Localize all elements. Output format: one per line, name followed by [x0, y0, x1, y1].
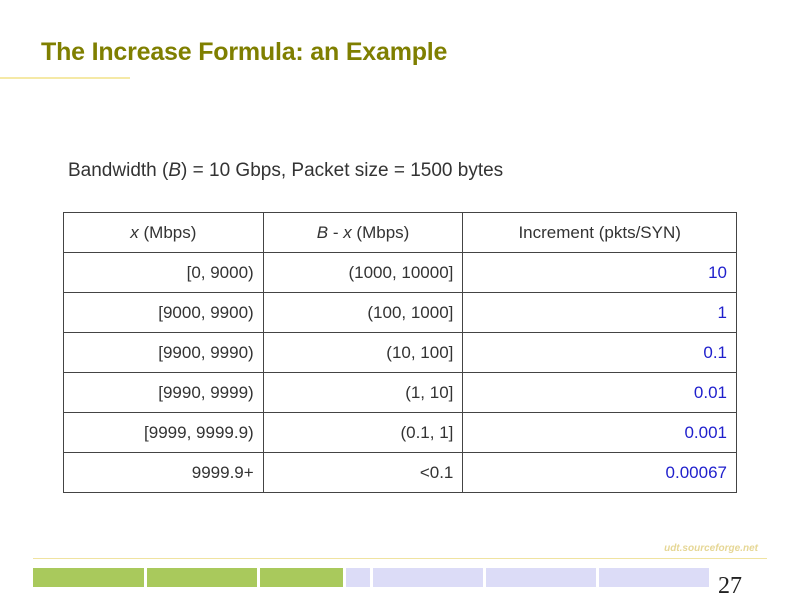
subtitle-text-2: ) = 10 Gbps, Packet size = 1500 bytes [181, 160, 504, 181]
header-increment: Increment (pkts/SYN) [462, 212, 737, 253]
cell-increment: 0.00067 [462, 452, 737, 493]
page-number: 27 [718, 573, 742, 599]
slide-subtitle: Bandwidth (B) = 10 Gbps, Packet size = 1… [68, 160, 503, 182]
title-underline [0, 77, 130, 79]
cell-increment: 1 [462, 292, 737, 333]
cell-increment: 10 [462, 252, 737, 293]
header-b-unit: (Mbps) [351, 222, 410, 242]
cell-bx: (1000, 10000] [262, 252, 464, 293]
header-x-var: x [130, 222, 139, 242]
table-row: [9900, 9990) (10, 100] 0.1 [63, 332, 737, 373]
increment-table: x (Mbps) B - x (Mbps) Increment (pkts/SY… [63, 212, 737, 493]
cell-x: [0, 9000) [63, 252, 264, 293]
footer-rule [33, 558, 767, 559]
header-x-unit: (Mbps) [138, 222, 197, 242]
footer-bar-segment-green [260, 568, 343, 587]
subtitle-variable: B [168, 160, 182, 181]
cell-x: [9900, 9990) [63, 332, 264, 373]
cell-x: [9999, 9999.9) [63, 412, 264, 453]
header-b-minus-x: B - x (Mbps) [262, 212, 464, 253]
header-x: x (Mbps) [63, 212, 264, 253]
cell-x: 9999.9+ [63, 452, 264, 493]
table-row: [9000, 9900) (100, 1000] 1 [63, 292, 737, 333]
table-row: [9990, 9999) (1, 10] 0.01 [63, 372, 737, 413]
header-minus: - [328, 222, 344, 242]
table-header-row: x (Mbps) B - x (Mbps) Increment (pkts/SY… [63, 212, 737, 253]
footer-bar-segment-blue [486, 568, 596, 587]
header-b-var: B [316, 222, 329, 242]
cell-bx: <0.1 [262, 452, 464, 493]
cell-increment: 0.1 [462, 332, 737, 373]
footer-bar-segment-green [33, 568, 144, 587]
footer-url: udt.sourceforge.net [664, 543, 758, 554]
cell-bx: (0.1, 1] [262, 412, 464, 453]
footer-bar-segment-blue [599, 568, 709, 587]
header-x2-var: x [343, 222, 352, 242]
cell-bx: (100, 1000] [262, 292, 464, 333]
cell-x: [9000, 9900) [63, 292, 264, 333]
cell-increment: 0.001 [462, 412, 737, 453]
table-row: [9999, 9999.9) (0.1, 1] 0.001 [63, 412, 737, 453]
slide-title: The Increase Formula: an Example [41, 38, 448, 66]
footer-bar-segment-blue [346, 568, 370, 587]
subtitle-text-1: Bandwidth ( [68, 160, 169, 181]
cell-bx: (10, 100] [262, 332, 464, 373]
cell-increment: 0.01 [462, 372, 737, 413]
footer-bar-segment-blue [373, 568, 483, 587]
table-row: 9999.9+ <0.1 0.00067 [63, 452, 737, 493]
footer-bar-segment-green [147, 568, 257, 587]
table-row: [0, 9000) (1000, 10000] 10 [63, 252, 737, 293]
cell-x: [9990, 9999) [63, 372, 264, 413]
cell-bx: (1, 10] [262, 372, 464, 413]
